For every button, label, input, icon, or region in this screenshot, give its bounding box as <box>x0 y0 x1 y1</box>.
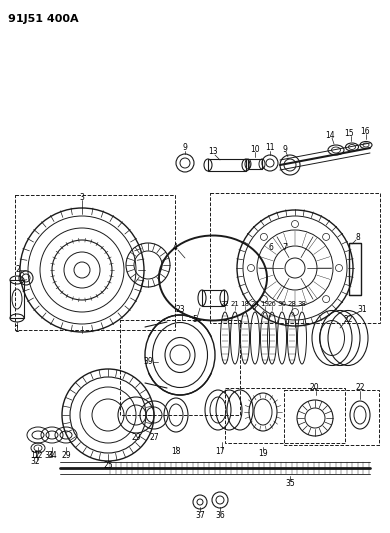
Text: 15: 15 <box>344 128 354 138</box>
Text: 32: 32 <box>30 457 40 466</box>
Bar <box>202 290 224 306</box>
Text: 22: 22 <box>355 384 365 392</box>
Text: 4: 4 <box>172 244 177 253</box>
Text: 28: 28 <box>287 301 296 307</box>
Bar <box>248 159 262 169</box>
Text: 36: 36 <box>215 511 225 520</box>
Text: 3: 3 <box>80 193 85 203</box>
Text: 5: 5 <box>193 316 197 325</box>
Text: 91J51 400A: 91J51 400A <box>8 14 79 24</box>
Text: 23: 23 <box>175 305 185 314</box>
Bar <box>120 320 240 415</box>
Text: 13: 13 <box>208 148 218 157</box>
Text: 9: 9 <box>283 146 287 155</box>
Text: 19: 19 <box>261 301 269 307</box>
Text: 22: 22 <box>221 301 229 307</box>
Bar <box>284 390 379 445</box>
Text: 37: 37 <box>195 511 205 520</box>
Text: 29: 29 <box>131 432 141 441</box>
Text: 12: 12 <box>33 450 43 459</box>
Text: 35: 35 <box>285 480 295 489</box>
Text: 34: 34 <box>44 450 54 459</box>
Text: 30: 30 <box>278 301 287 307</box>
Text: 16: 16 <box>360 126 370 135</box>
Text: 31: 31 <box>357 305 367 314</box>
Text: 39: 39 <box>143 358 153 367</box>
Text: 26: 26 <box>268 301 277 307</box>
Text: 34: 34 <box>47 450 57 459</box>
Text: 6: 6 <box>269 244 273 253</box>
Bar <box>225 388 345 443</box>
Text: 7: 7 <box>283 244 287 253</box>
Text: 17: 17 <box>215 448 225 456</box>
Text: 11: 11 <box>265 143 275 152</box>
Text: 22: 22 <box>343 316 353 325</box>
Text: 10: 10 <box>250 144 260 154</box>
Text: 9: 9 <box>183 143 188 152</box>
Text: 12: 12 <box>30 450 40 459</box>
Text: 18: 18 <box>241 301 250 307</box>
Text: 29: 29 <box>61 450 71 459</box>
Text: 25: 25 <box>103 461 113 470</box>
Bar <box>208 159 246 171</box>
Bar <box>15 195 175 330</box>
Text: 20: 20 <box>309 384 319 392</box>
Text: 24: 24 <box>251 301 259 307</box>
Text: 2: 2 <box>16 265 20 274</box>
Text: 14: 14 <box>325 132 335 141</box>
Text: 19: 19 <box>258 448 268 457</box>
Text: 21: 21 <box>230 301 239 307</box>
Bar <box>10 280 24 318</box>
Text: 8: 8 <box>356 233 360 243</box>
Text: 27: 27 <box>149 432 159 441</box>
Bar <box>210 193 380 323</box>
Bar <box>349 243 361 295</box>
Text: 1: 1 <box>15 326 20 335</box>
Text: 38: 38 <box>298 301 307 307</box>
Text: 18: 18 <box>171 448 181 456</box>
